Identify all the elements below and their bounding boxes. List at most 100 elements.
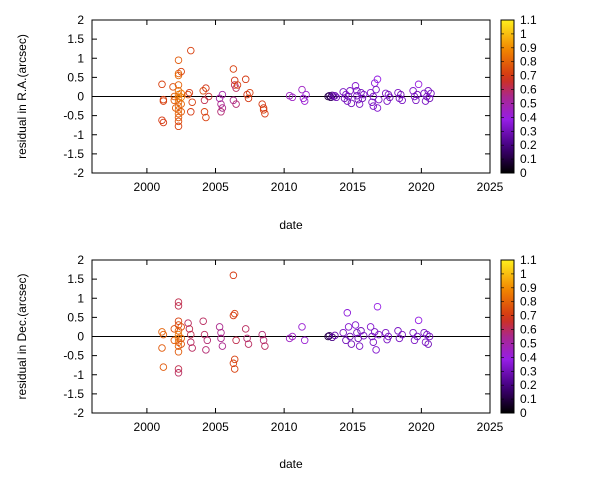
data-point (353, 328, 361, 337)
data-point (202, 84, 210, 92)
data-point (347, 99, 356, 108)
data-point (202, 113, 210, 122)
data-point (344, 323, 353, 331)
y-tick-label: -2 (73, 406, 84, 420)
data-point (331, 331, 339, 340)
chart-panel-2: -2 -1.5 -1 -0.5 0 0.5 1 1.5 2 2000 2005 2010 2015 202… (15, 253, 537, 471)
data-point (187, 46, 195, 55)
data-point (199, 317, 207, 325)
x-tick-label: 2015 (339, 180, 366, 194)
y-tick-label: 2 (77, 253, 84, 267)
colorbar-tick-label: 0.3 (520, 124, 537, 138)
data-point (373, 104, 382, 112)
x-tick-label: 2015 (339, 420, 366, 434)
data-point (159, 95, 168, 104)
data-point (342, 336, 350, 345)
data-point (259, 336, 268, 345)
data-point (244, 94, 253, 103)
data-point (174, 56, 183, 64)
data-point (409, 87, 417, 95)
data-point (230, 365, 239, 373)
data-point (425, 332, 434, 341)
data-point (230, 355, 239, 364)
colorbar-tick-label: 0.8 (520, 55, 537, 69)
colorbar-tick-label: 0.4 (520, 110, 537, 124)
data-point (170, 325, 179, 333)
colorbar-tick-label: 0.4 (520, 350, 537, 364)
x-axis-label: date (279, 218, 303, 232)
data-point (409, 328, 417, 337)
data-point (339, 88, 347, 96)
x-tick-label: 2005 (202, 420, 229, 434)
data-point (215, 323, 224, 331)
data-point (184, 319, 192, 327)
chart-panel-1: -2 -1.5 -1 -0.5 0 0.5 1 1.5 2 2000 2005 2010 2015 202… (15, 13, 537, 232)
data-point (158, 80, 166, 89)
data-point (427, 89, 435, 98)
x-tick-label: 2010 (271, 420, 298, 434)
data-point (241, 325, 250, 333)
data-point (217, 100, 225, 108)
data-point (395, 334, 404, 343)
data-point (298, 85, 306, 94)
y-tick-label: 0.5 (67, 70, 84, 84)
data-point (344, 92, 353, 101)
data-point (355, 342, 364, 350)
data-point (258, 330, 266, 339)
y-tick-label: -2 (73, 166, 84, 180)
data-point (300, 336, 309, 345)
data-point (398, 96, 406, 105)
colorbar-tick-label: 0 (520, 166, 527, 180)
data-point (177, 89, 185, 98)
colorbar-tick-label: 0.7 (520, 69, 537, 83)
data-point (232, 336, 240, 345)
data-point (414, 316, 423, 325)
y-tick-label: -1.5 (63, 387, 84, 401)
colorbar (500, 19, 515, 174)
data-point (187, 338, 195, 346)
data-point (177, 340, 185, 348)
y-tick-label: 0 (77, 330, 84, 344)
data-point (217, 328, 225, 337)
data-point (159, 118, 168, 127)
x-tick-label: 2025 (477, 420, 504, 434)
data-point (394, 327, 402, 335)
y-tick-label: -0.5 (63, 349, 84, 363)
y-tick-label: -1 (73, 368, 84, 382)
data-point (174, 122, 183, 131)
data-point (351, 82, 360, 90)
data-point (398, 330, 406, 339)
data-point (232, 100, 240, 108)
data-point (233, 81, 242, 89)
x-tick-label: 2000 (134, 420, 161, 434)
colorbar-tick-label: 0.2 (520, 378, 537, 392)
data-point (215, 94, 224, 103)
data-point (200, 96, 209, 105)
data-point (174, 327, 183, 335)
data-point (174, 348, 183, 356)
data-point (259, 106, 268, 114)
data-point (340, 94, 349, 103)
data-point (188, 98, 196, 106)
data-point (370, 328, 379, 336)
data-point (366, 323, 375, 331)
data-point (412, 96, 420, 105)
colorbar-tick-label: 1 (520, 27, 527, 41)
data-point (343, 97, 352, 105)
data-point (177, 323, 185, 331)
data-point (241, 75, 250, 84)
y-axis-label: residual in R.A.(arcsec) (15, 34, 29, 159)
colorbar-tick-label: 0.9 (520, 41, 537, 55)
data-point (158, 116, 166, 124)
x-axis-label: date (279, 457, 303, 471)
data-point (366, 88, 375, 97)
data-point (217, 108, 225, 116)
data-point (177, 108, 185, 116)
data-point (424, 340, 432, 348)
colorbar-tick-label: 0 (520, 406, 527, 420)
y-tick-label: 0.5 (67, 310, 84, 324)
colorbar-tick-label: 0.6 (520, 323, 537, 337)
y-tick-label: 1.5 (67, 32, 84, 46)
data-point (421, 97, 430, 105)
colorbar-tick-label: 0.7 (520, 309, 537, 323)
